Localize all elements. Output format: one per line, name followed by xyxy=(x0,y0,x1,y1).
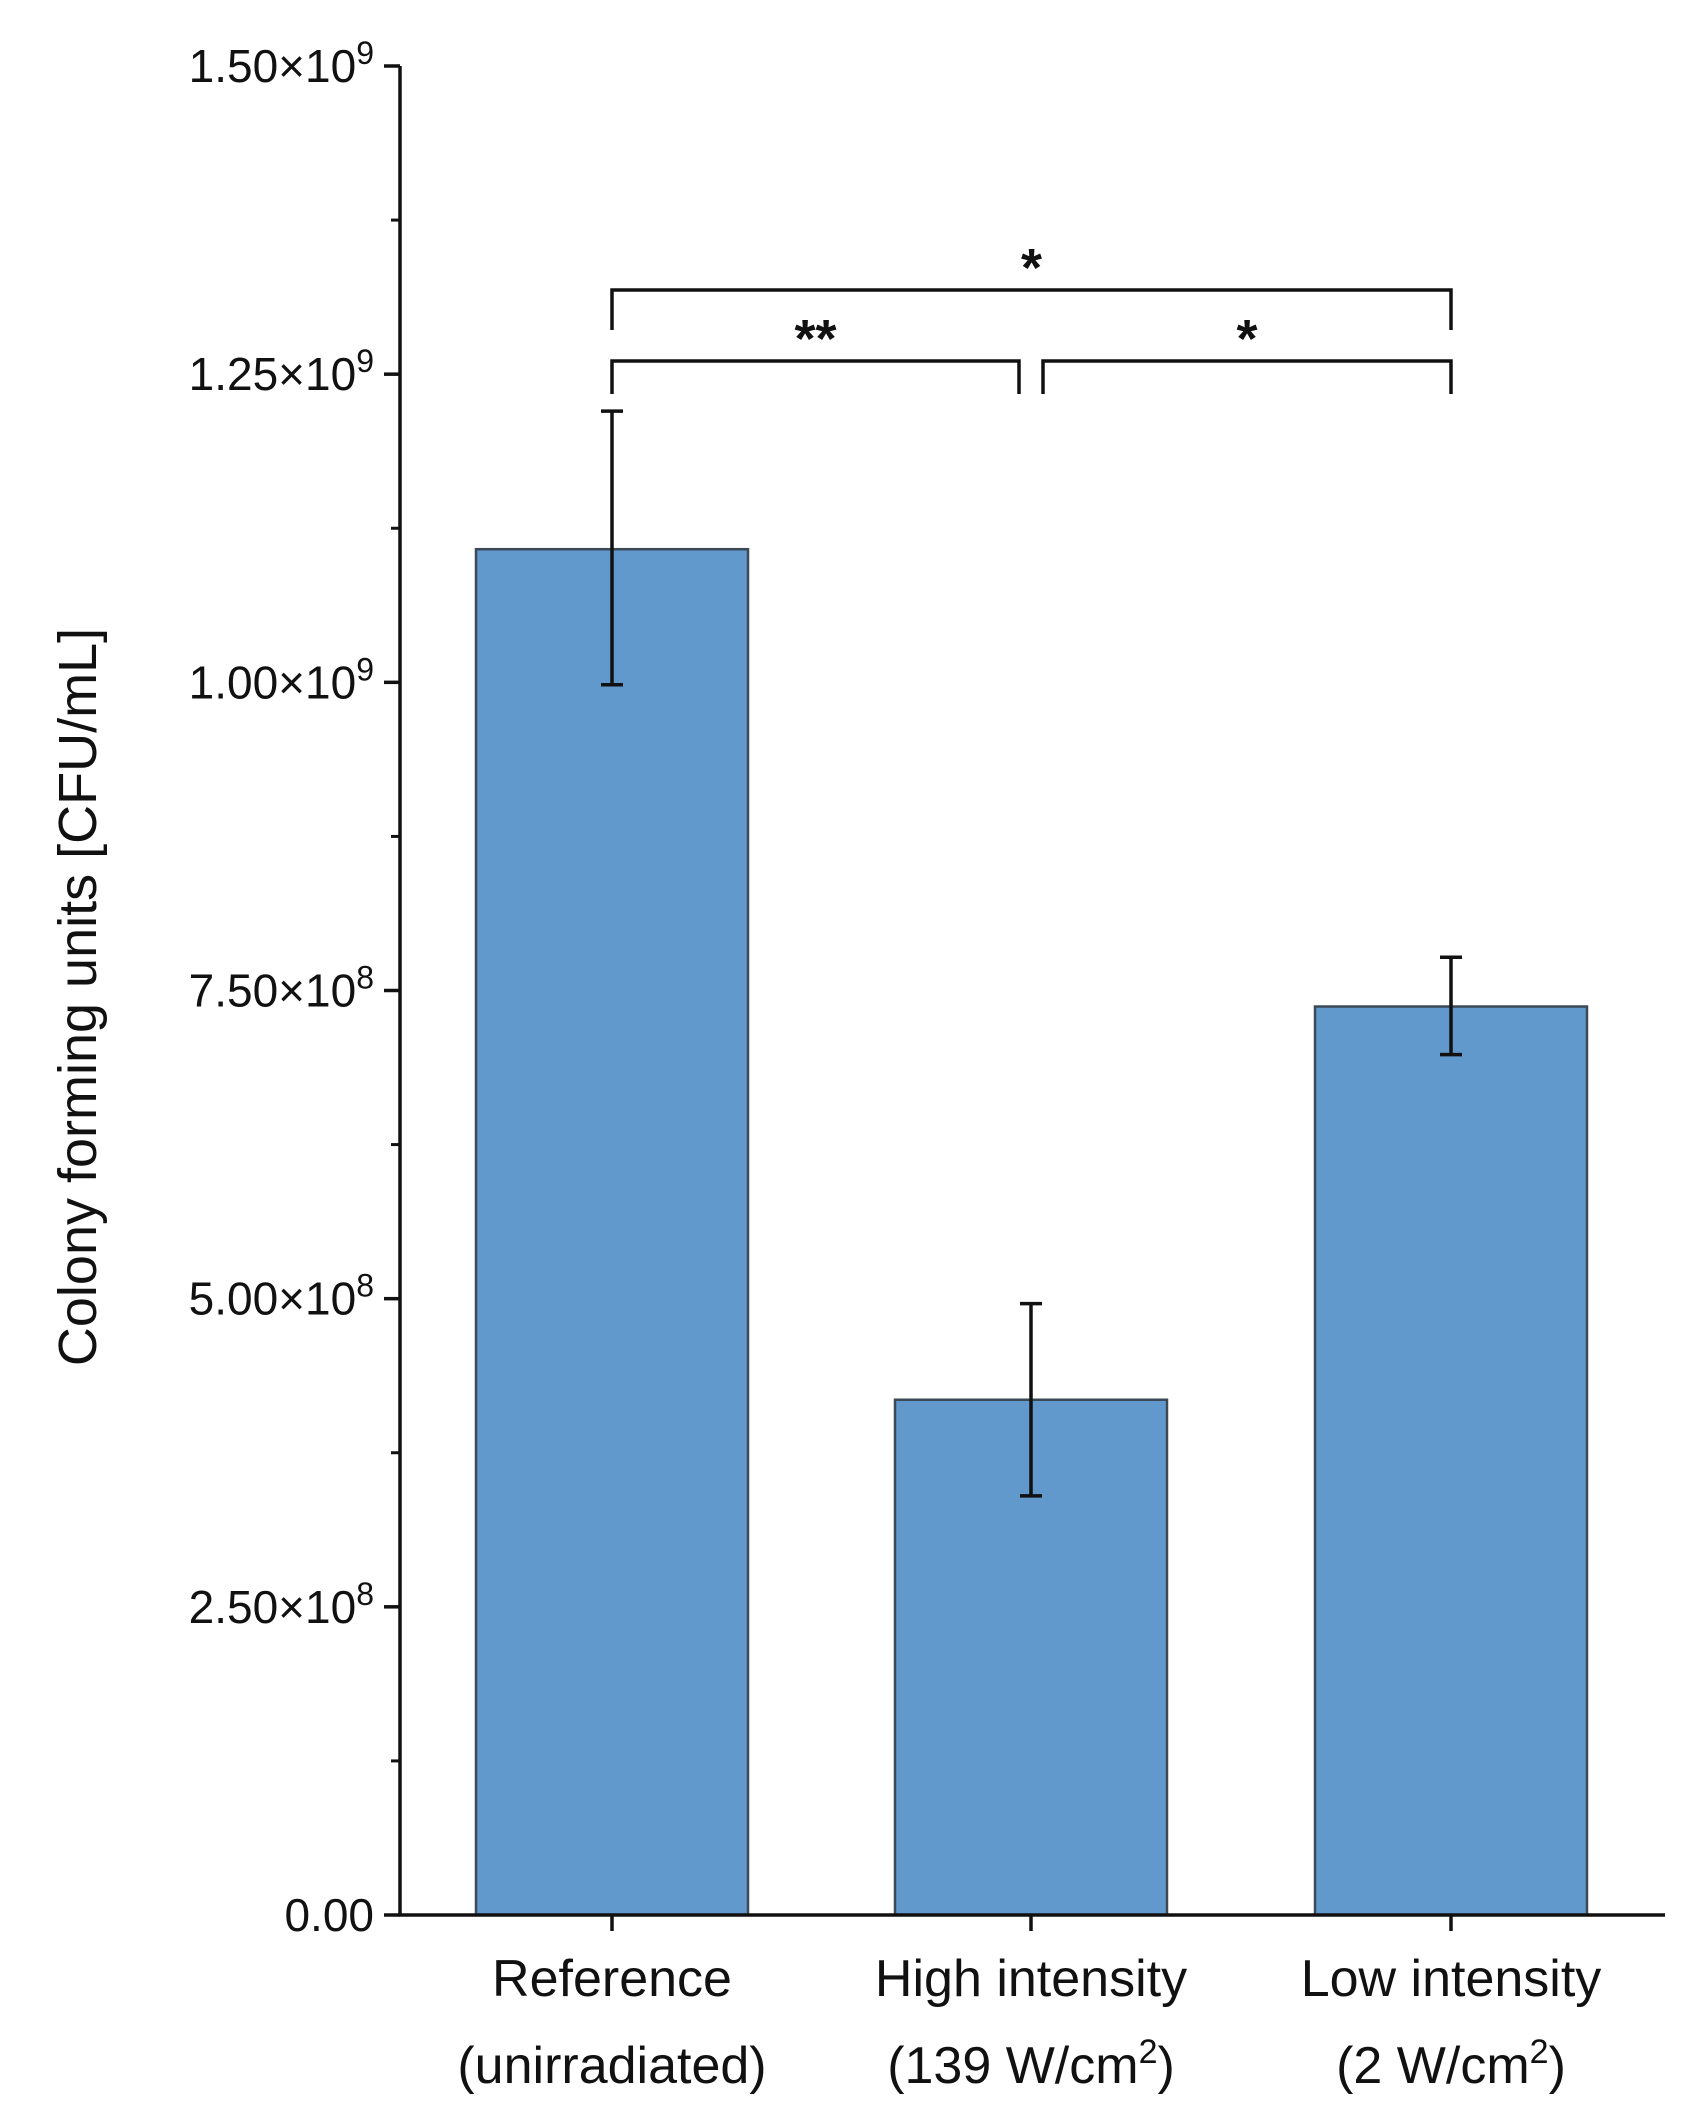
y-axis-title: Colony forming units [CFU/mL] xyxy=(48,628,108,1366)
x-category-sublabel-2: (2 W/cm2) xyxy=(1336,2033,1566,2095)
axes-layer xyxy=(384,64,1665,1931)
x-category-sublabel-end-1: ) xyxy=(1157,2037,1174,2095)
error-bars-layer xyxy=(601,409,1462,1498)
significance-marker-0: * xyxy=(1021,238,1042,298)
y-tick-label-exponent-4: 9 xyxy=(356,651,374,687)
bars-layer xyxy=(474,547,1589,1917)
y-tick-label-4: 1.00×109 xyxy=(189,651,374,708)
significance-bracket-0 xyxy=(610,288,1453,330)
y-tick-label-6: 1.50×109 xyxy=(189,35,374,92)
y-tick-label-exponent-1: 8 xyxy=(356,1576,374,1612)
x-category-label-1: High intensity xyxy=(875,1950,1187,2008)
y-tick-label-exponent-6: 9 xyxy=(356,35,374,71)
x-category-sublabel-end-2: ) xyxy=(1549,2037,1566,2095)
y-tick-label-exponent-5: 9 xyxy=(356,343,374,379)
significance-marker-1: ** xyxy=(794,309,836,369)
x-category-label-0: Reference xyxy=(492,1950,732,2008)
y-tick-label-1: 2.50×108 xyxy=(189,1576,374,1633)
x-category-label-2: Low intensity xyxy=(1301,1950,1602,2008)
significance-bracket-1 xyxy=(610,359,1021,394)
y-tick-label-3: 7.50×108 xyxy=(189,960,374,1017)
labels-layer: 0.00 2.50×108 5.00×108 7.50×108 1.00×109 1.25… xyxy=(189,35,1602,2095)
significance-marker-2: * xyxy=(1236,309,1257,369)
bar-0 xyxy=(474,547,750,1917)
significance-layer: *** * xyxy=(610,238,1453,394)
error-bar-0 xyxy=(601,409,623,687)
y-tick-label-exponent-2: 8 xyxy=(356,1268,374,1304)
y-tick-label-2: 5.00×108 xyxy=(189,1268,374,1325)
significance-bracket-2 xyxy=(1041,359,1453,394)
bar-2 xyxy=(1313,1005,1589,1917)
x-category-sublabel-superscript-2: 2 xyxy=(1530,2033,1549,2071)
y-tick-label-exponent-3: 8 xyxy=(356,960,374,996)
error-bar-2 xyxy=(1440,955,1462,1057)
x-category-sublabel-0: (unirradiated) xyxy=(457,2037,766,2095)
x-category-sublabel-1: (139 W/cm2) xyxy=(887,2033,1175,2095)
error-bar-1 xyxy=(1020,1301,1042,1498)
y-tick-label-0: 0.00 xyxy=(284,1889,374,1941)
x-category-sublabel-superscript-1: 2 xyxy=(1139,2033,1158,2071)
y-tick-label-5: 1.25×109 xyxy=(189,343,374,400)
